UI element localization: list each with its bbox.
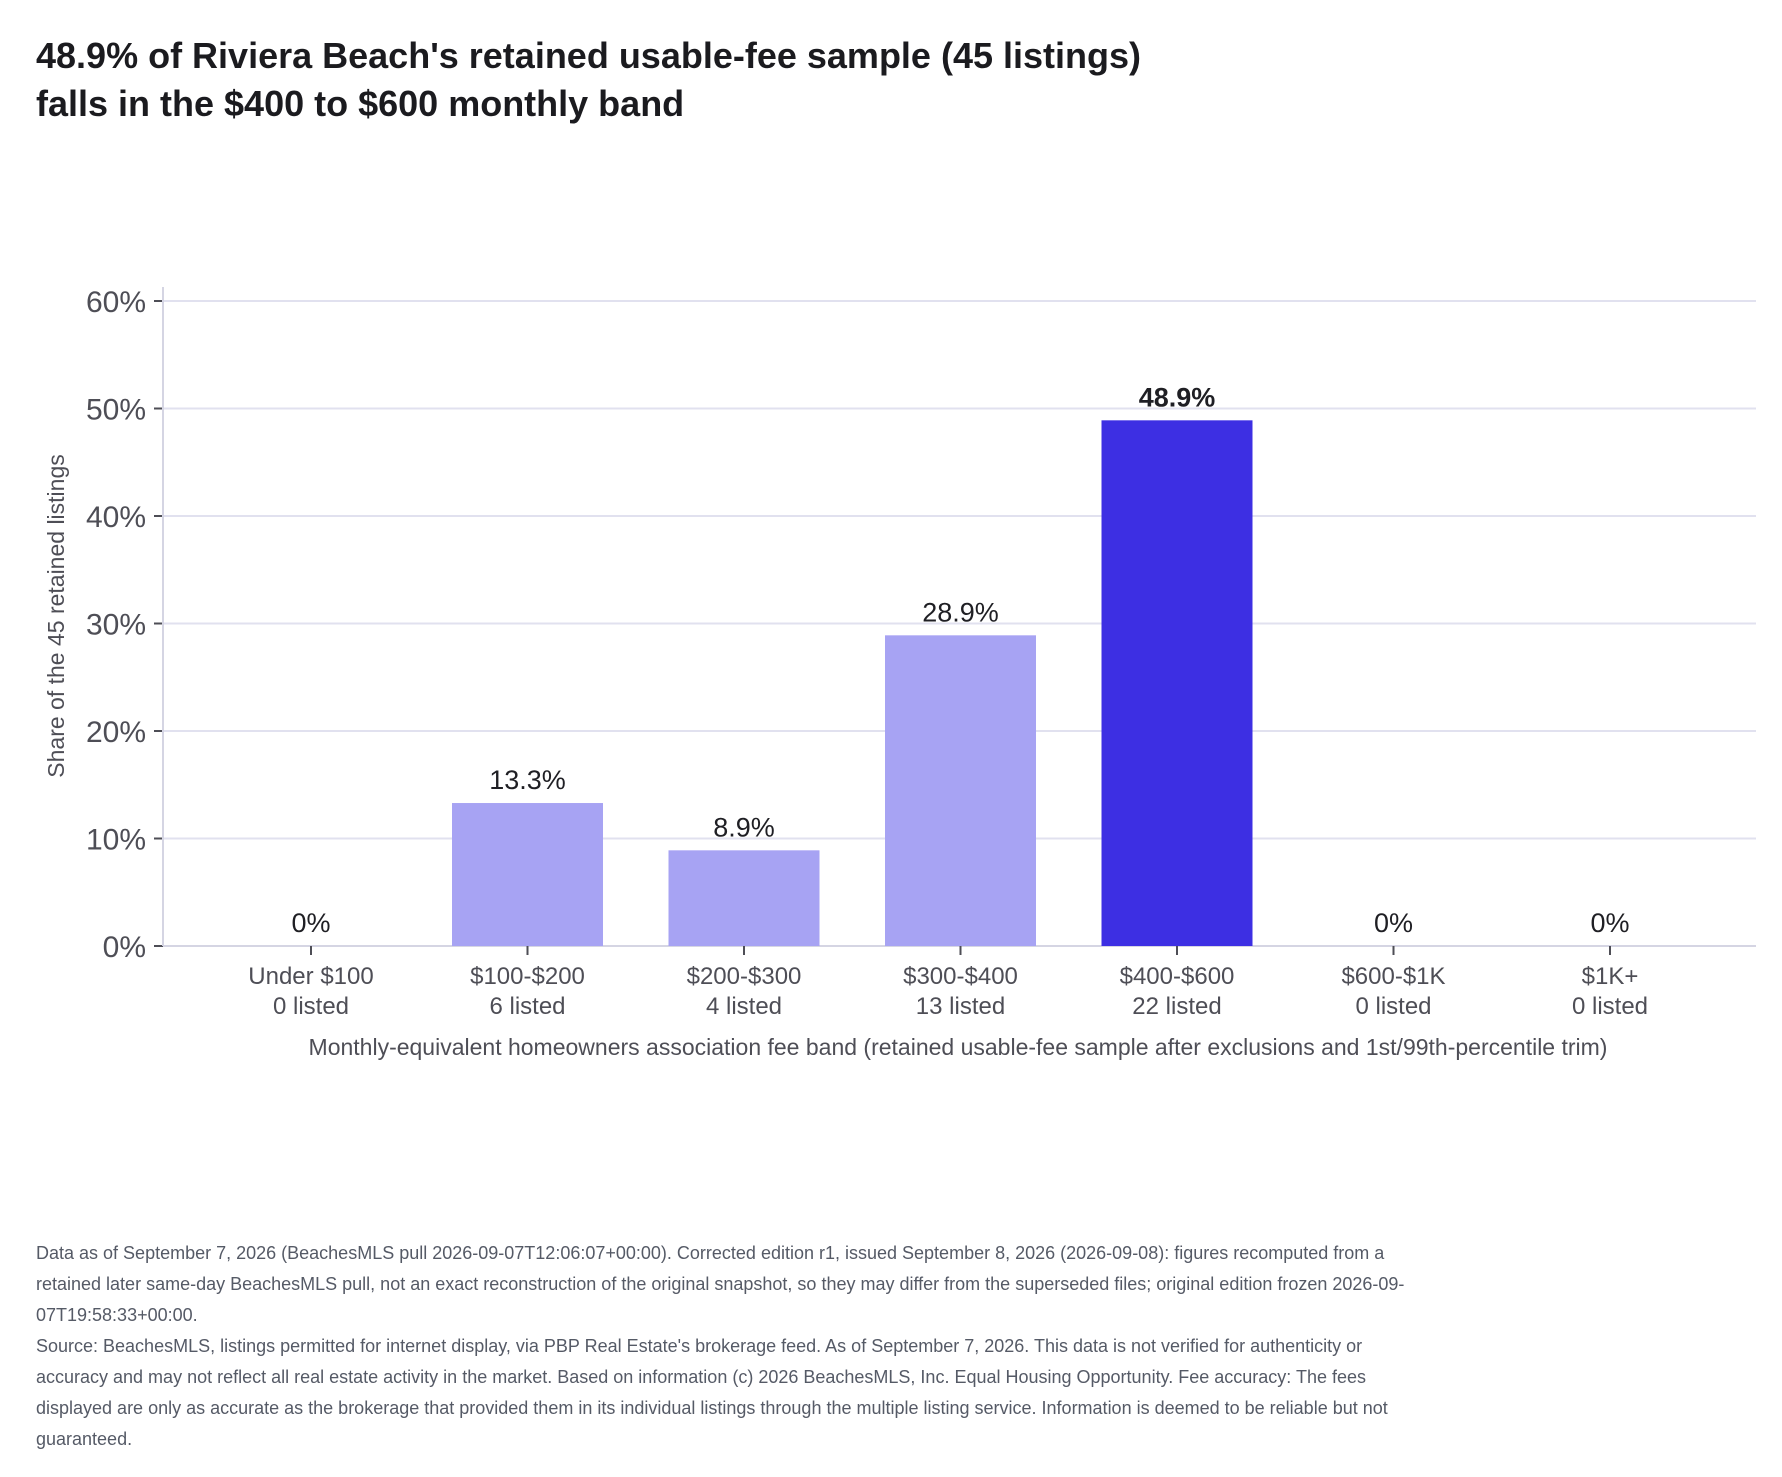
y-tick-label: 20%	[86, 716, 146, 749]
x-tick-count-label: 0 listed	[1355, 993, 1431, 1020]
x-tick-count-label: 13 listed	[916, 993, 1005, 1020]
bar-value-label: 0%	[1590, 908, 1629, 938]
y-tick-label: 0%	[103, 931, 146, 964]
x-tick-count-label: 4 listed	[706, 993, 782, 1020]
bar-value-label: 8.9%	[713, 812, 775, 842]
gridlines	[163, 300, 1756, 840]
y-tick-label: 30%	[86, 609, 146, 642]
chart-title-line-1: 48.9% of Riviera Beach's retained usable…	[36, 35, 1141, 76]
x-tick-count-label: 0 listed	[1572, 993, 1648, 1020]
y-tick-label: 40%	[86, 501, 146, 534]
x-axis-title: Monthly-equivalent homeowners associatio…	[309, 1034, 1608, 1060]
y-tick-label: 10%	[86, 824, 146, 857]
footnote-source-note: Source: BeachesMLS, listings permitted f…	[36, 1336, 1388, 1449]
bar	[452, 803, 603, 946]
x-tick-count-label: 6 listed	[489, 993, 565, 1020]
bar	[1101, 420, 1253, 946]
x-tick-count-label: 22 listed	[1132, 993, 1221, 1020]
y-tick-labels: 0% 10% 20% 30% 40% 50% 60%	[86, 286, 146, 964]
y-tick-label: 60%	[86, 286, 146, 319]
bar-value-label: 13.3%	[489, 765, 566, 795]
y-tick-label: 50%	[86, 394, 146, 427]
x-tick-label: $400-$600	[1120, 963, 1235, 990]
bar-chart: 0% 13.3% 8.9% 28.9% 48.9% 0% 0% Under $100 0 li…	[43, 286, 1756, 1060]
x-tick-label: $1K+	[1582, 963, 1639, 990]
x-tick-label: Under $100	[248, 963, 373, 990]
footnote: Data as of September 7, 2026 (BeachesMLS…	[36, 1238, 1416, 1455]
x-tick-count-label: 0 listed	[273, 993, 349, 1020]
bar-value-label: 0%	[291, 908, 330, 938]
x-tick-label: $600-$1K	[1341, 963, 1445, 990]
bar	[668, 850, 820, 946]
x-tick-label: $200-$300	[687, 963, 802, 990]
bars	[452, 420, 1253, 946]
chart-title: 48.9% of Riviera Beach's retained usable…	[36, 32, 1536, 128]
bar-value-label: 0%	[1374, 908, 1413, 938]
y-axis-title: Share of the 45 retained listings	[43, 454, 69, 777]
chart-title-line-2: falls in the $400 to $600 monthly band	[36, 83, 685, 124]
bar	[885, 635, 1036, 946]
value-labels: 0% 13.3% 8.9% 28.9% 48.9% 0% 0%	[291, 382, 1629, 938]
footnote-edition-note: Data as of September 7, 2026 (BeachesMLS…	[36, 1243, 1405, 1325]
x-tick-label: $300-$400	[903, 963, 1018, 990]
bar-value-label: 48.9%	[1139, 382, 1216, 412]
bar-value-label: 28.9%	[922, 597, 999, 627]
x-tick-labels: Under $100 0 listed $100-$200 6 listed $200-…	[248, 963, 1648, 1020]
x-tick-label: $100-$200	[470, 963, 585, 990]
